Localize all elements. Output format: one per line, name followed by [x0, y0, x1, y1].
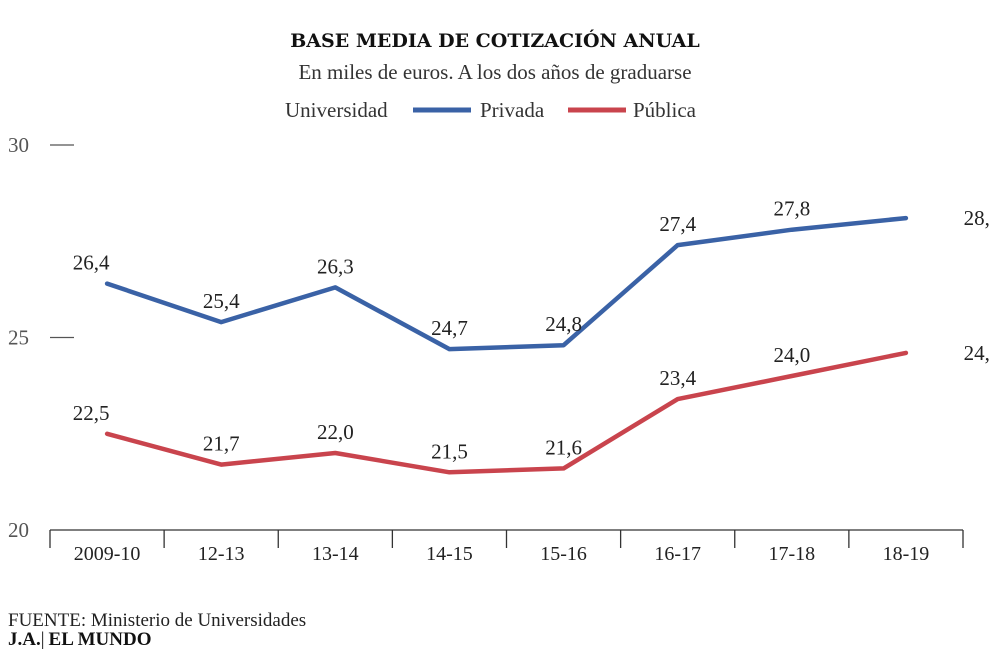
x-axis: 2009-10 12-13 13-14 14-15 15-16 16-17 17-18 18-…	[49, 529, 964, 565]
data-label: 21,5	[431, 439, 468, 463]
data-label: 27,4	[659, 212, 696, 236]
data-label: 25,4	[203, 289, 240, 313]
legend: Universidad Privada Pública	[285, 98, 697, 122]
source-line: FUENTE: Ministerio de Universidades	[8, 610, 306, 631]
data-label: 21,7	[203, 432, 240, 456]
x-tick-label: 16-17	[654, 543, 701, 565]
chart-subtitle: En miles de euros. A los dos años de gra…	[298, 60, 691, 84]
y-tick-label: 30	[8, 133, 29, 157]
y-tick-label: 20	[8, 518, 29, 542]
legend-label-publica: Pública	[633, 98, 697, 122]
x-tick-label: 17-18	[768, 543, 815, 565]
x-tick-label: 15-16	[540, 543, 587, 565]
x-tick-label: 13-14	[312, 543, 359, 565]
credit-author: J.A.	[8, 629, 41, 650]
y-tick-label: 25	[8, 326, 29, 350]
data-label: 24,6	[964, 341, 990, 365]
x-tick-label: 18-19	[883, 543, 930, 565]
data-label: 21,6	[545, 435, 582, 459]
series-line-publica	[104, 350, 909, 475]
credit-outlet: EL MUNDO	[49, 629, 152, 650]
data-label: 28,1	[964, 206, 990, 230]
data-label: 22,0	[317, 420, 354, 444]
data-label: 24,0	[773, 343, 810, 367]
data-label: 26,4	[73, 251, 110, 275]
x-tick-label: 12-13	[198, 543, 245, 565]
legend-title: Universidad	[285, 98, 388, 122]
credit-separator: |	[41, 629, 45, 650]
data-label: 26,3	[317, 254, 354, 278]
data-label: 24,8	[545, 312, 582, 336]
series-layer: 26,4 25,4 26,3 24,7 24,8 27,4 27,8 28,1 22,5 21,7…	[73, 197, 990, 475]
credit-line: J.A.| EL MUNDO	[8, 629, 151, 650]
footer: FUENTE: Ministerio de Universidades J.A.…	[8, 610, 306, 650]
chart-title: BASE MEDIA DE COTIZACIÓN ANUAL	[290, 29, 699, 52]
y-axis: 30 25 20	[8, 133, 74, 542]
data-label: 23,4	[659, 366, 696, 390]
data-label: 27,8	[773, 197, 810, 221]
x-tick-label: 14-15	[426, 543, 473, 565]
data-label: 24,7	[431, 316, 468, 340]
legend-label-privada: Privada	[480, 98, 545, 122]
x-tick-label: 2009-10	[74, 543, 141, 565]
source-label: FUENTE:	[8, 610, 86, 631]
source-text: Ministerio de Universidades	[91, 610, 306, 631]
data-label: 22,5	[73, 401, 110, 425]
series-line-privada	[104, 215, 909, 352]
